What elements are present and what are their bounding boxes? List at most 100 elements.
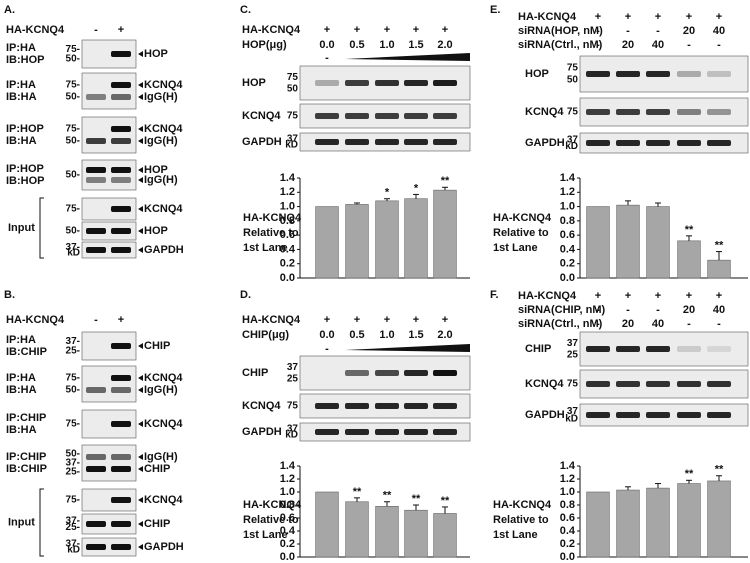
y-tick-label: 1.0 [560, 486, 575, 498]
mw-marker: 50- [66, 53, 80, 64]
strip-label: IB:HA [6, 424, 37, 436]
lane-label: 0.5 [349, 39, 364, 51]
band [433, 403, 457, 409]
mw-marker: 37- [66, 515, 80, 526]
band [707, 381, 731, 387]
band [345, 429, 369, 435]
lane-label: + [324, 24, 330, 36]
mw-marker: 75 [287, 72, 299, 83]
wedge [345, 344, 470, 352]
band [433, 113, 457, 119]
band-label: HOP [144, 164, 168, 176]
lane-label: + [655, 11, 661, 23]
band [677, 412, 701, 418]
panel-label: E. [490, 4, 500, 16]
band [345, 113, 369, 119]
band-arrow [138, 466, 143, 472]
band [677, 346, 701, 352]
band [345, 370, 369, 376]
band [111, 375, 131, 381]
bar [404, 198, 428, 279]
significance: ** [353, 486, 362, 498]
strip-label: GAPDH [525, 409, 565, 421]
input-bracket [39, 488, 44, 557]
y-tick-label: 0.8 [280, 215, 295, 227]
strip-label: IB:CHIP [6, 463, 47, 475]
strip-label: IB:CHIP [6, 346, 47, 358]
band [586, 109, 610, 115]
mw-marker: 25- [66, 345, 80, 356]
strip-label: KCNQ4 [242, 400, 281, 412]
lane-label: - [717, 39, 721, 51]
significance: ** [715, 239, 724, 251]
band [86, 454, 106, 460]
mw-marker: 50- [66, 136, 80, 147]
y-axis-label: HA-KCNQ4 [493, 212, 552, 224]
band [404, 113, 428, 119]
band [111, 343, 131, 349]
lane-label: - [626, 25, 630, 37]
significance: ** [685, 224, 694, 236]
significance: ** [383, 490, 392, 502]
band [111, 94, 131, 100]
band [315, 80, 339, 86]
bar [707, 480, 731, 558]
band [677, 140, 701, 146]
bar [404, 509, 428, 558]
lane-label: + [625, 290, 631, 302]
band-arrow [138, 51, 143, 57]
lane-label: - [687, 318, 691, 330]
blot-strip [81, 513, 137, 535]
band [86, 177, 106, 183]
lane-label: + [442, 314, 448, 326]
y-tick-label: 1.0 [280, 200, 295, 212]
bar [586, 491, 610, 558]
lane-label: + [413, 24, 419, 36]
header-label: HA-KCNQ4 [242, 314, 301, 326]
mw-marker: 75 [567, 107, 579, 118]
header-label: HA-KCNQ4 [242, 24, 301, 36]
band [345, 139, 369, 145]
lane-label: - [596, 39, 600, 51]
mw-marker: kD [565, 413, 578, 424]
band [375, 113, 399, 119]
bar [646, 206, 670, 279]
lane-label: 1.5 [408, 39, 423, 51]
band-arrow [138, 343, 143, 349]
lane-label: + [595, 290, 601, 302]
band [586, 381, 610, 387]
y-tick-label: 0.4 [560, 243, 576, 255]
mw-marker: 37 [287, 424, 299, 435]
lane-label: + [384, 24, 390, 36]
y-axis-label: HA-KCNQ4 [243, 499, 302, 511]
band [707, 109, 731, 115]
band-label: IgG(H) [144, 91, 178, 103]
y-tick-label: 0.6 [280, 512, 295, 524]
band [586, 71, 610, 77]
wedge [345, 53, 470, 61]
strip-label: IB:HA [6, 91, 37, 103]
band-label: IgG(H) [144, 451, 178, 463]
mw-marker: 37 [287, 134, 299, 145]
band-label: IgG(H) [144, 135, 178, 147]
strip-label: IP:HA [6, 79, 36, 91]
band [111, 228, 131, 234]
mw-marker: 75 [287, 401, 299, 412]
mw-marker: 50- [66, 385, 80, 396]
band [404, 370, 428, 376]
mw-marker: 75- [66, 204, 80, 215]
y-tick-label: 0.0 [280, 272, 295, 284]
lane-label: - [94, 24, 98, 36]
band [616, 109, 640, 115]
strip-label: IP:CHIP [6, 451, 46, 463]
bar [433, 513, 457, 558]
band [86, 247, 106, 253]
strip-label: IP:HOP [6, 163, 44, 175]
band [646, 346, 670, 352]
y-tick-label: 0.4 [280, 525, 296, 537]
significance: ** [441, 495, 450, 507]
strip-label: IP:HOP [6, 123, 44, 135]
y-axis-label: 1st Lane [493, 242, 538, 254]
y-tick-label: 1.0 [280, 486, 295, 498]
